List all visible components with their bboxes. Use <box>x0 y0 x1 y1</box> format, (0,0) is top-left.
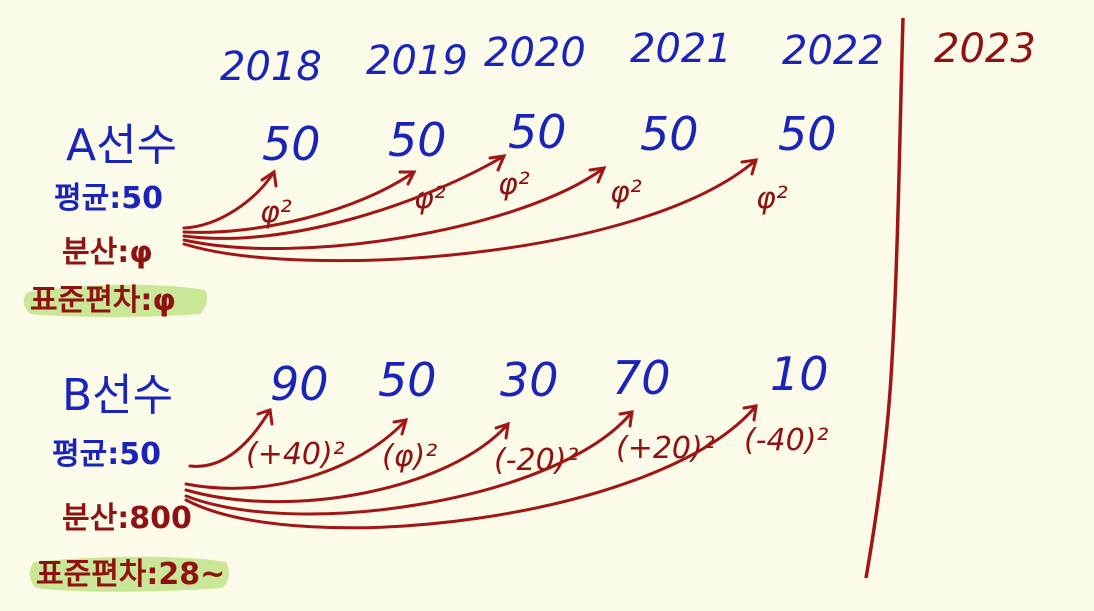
player-a-variance: 분산:φ <box>62 235 153 270</box>
player-a-name: A선수 <box>66 120 177 171</box>
player-a-deviation-2020: φ² <box>498 167 530 202</box>
player-a-deviation-2022: φ² <box>756 181 788 216</box>
player-b-variance: 분산:800 <box>62 501 192 536</box>
year-label-2022: 2022 <box>782 28 884 74</box>
player-a-mean: 평균:50 <box>54 181 163 216</box>
player-b-deviation-2022: (-40)² <box>744 423 828 458</box>
player-b-mean: 평균:50 <box>52 437 161 472</box>
year-label-2018: 2018 <box>220 44 322 90</box>
highlight-b-stddev <box>29 556 229 592</box>
highlight-a-stddev <box>23 284 208 317</box>
year-label-2021: 2021 <box>630 26 732 72</box>
player-b-arrow-2022 <box>184 404 758 530</box>
player-a-arrow-2022 <box>182 158 758 263</box>
year-label-2023: 2023 <box>934 26 1036 72</box>
player-b-value-2020: 30 <box>500 353 559 407</box>
divider-line <box>864 17 905 579</box>
player-b-value-2019: 50 <box>378 353 437 407</box>
player-b-arrow-2019 <box>184 418 408 490</box>
player-b-value-2018: 90 <box>270 357 329 411</box>
player-b-arrow-2021 <box>184 410 634 516</box>
player-b-arrow-2018 <box>188 408 272 468</box>
player-b-value-2021: 70 <box>612 351 671 405</box>
player-a-value-2019: 50 <box>388 113 447 167</box>
player-a-arrowheads <box>260 154 759 188</box>
player-a-value-2021: 50 <box>640 107 699 161</box>
player-a-value-2018: 50 <box>262 117 321 171</box>
player-b-arrow-2020 <box>184 422 510 504</box>
player-a-value-2022: 50 <box>778 107 837 161</box>
player-a-arrow-2019 <box>182 170 416 234</box>
player-b-deviation-2019: (φ)² <box>382 439 437 474</box>
player-a-stddev: 표준편차:φ <box>30 283 176 318</box>
player-a-arrow-2018 <box>182 170 276 230</box>
player-a-arrow-2021 <box>182 166 606 251</box>
player-b-name: B선수 <box>62 370 173 421</box>
player-a-arrow-2020 <box>182 154 506 240</box>
player-a-deviation-2021: φ² <box>610 175 642 210</box>
player-b-deviation-2018: (+40)² <box>246 437 345 472</box>
player-a-value-2020: 50 <box>508 105 567 159</box>
year-label-2019: 2019 <box>366 38 468 84</box>
year-label-2020: 2020 <box>484 30 586 76</box>
player-b-stddev: 표준편차:28~ <box>36 557 225 592</box>
player-b-arrowheads <box>256 404 758 440</box>
player-b-deviation-2021: (+20)² <box>616 431 715 466</box>
player-b-value-2022: 10 <box>770 347 829 401</box>
